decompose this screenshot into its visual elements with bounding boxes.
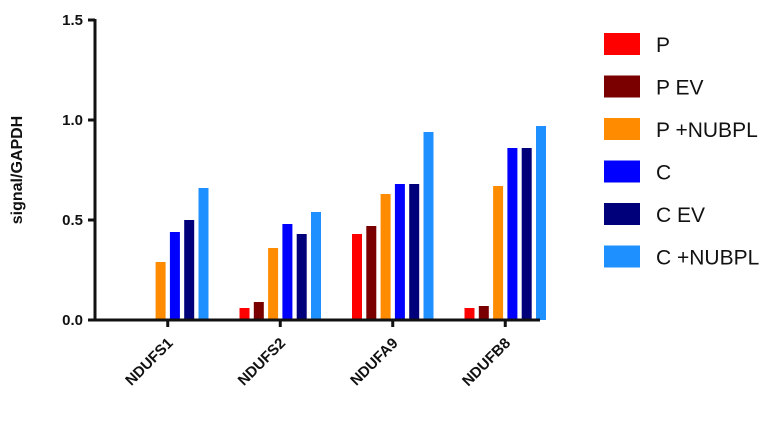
bar [521, 148, 532, 320]
bar [507, 148, 518, 320]
bar [253, 302, 264, 320]
y-tick-label: 1.5 [62, 12, 83, 29]
bar [352, 234, 362, 320]
legend-label: C EV [656, 204, 705, 227]
x-category-label: NDUFA9 [347, 335, 401, 389]
bar [296, 234, 307, 320]
bar [493, 186, 504, 320]
bar [282, 224, 293, 320]
legend-swatch [604, 203, 640, 225]
x-category-labels: NDUFS1 NDUFS2 NDUFA9 NDUFB8 [122, 320, 514, 390]
legend-swatch [604, 118, 640, 140]
legend-swatch [604, 33, 640, 55]
bar [536, 126, 546, 320]
bar [409, 184, 420, 320]
legend-swatch [604, 160, 640, 183]
bar [184, 220, 195, 320]
bar [464, 308, 475, 320]
legend-label: P EV [656, 77, 703, 100]
x-category-label: NDUFB8 [459, 335, 514, 390]
legend-swatch [604, 75, 640, 98]
y-axis-title: signal/GAPDH [9, 116, 26, 224]
bars-group [155, 126, 546, 320]
bar [423, 132, 434, 320]
y-tick-label: 0.5 [62, 212, 83, 229]
bar [198, 188, 209, 320]
bar [268, 248, 279, 320]
bar [366, 226, 377, 320]
bar [239, 308, 250, 320]
legend: P P EV P +NUBPL C C EV C +NUBPL [604, 33, 759, 270]
bar [478, 306, 489, 320]
bar [380, 194, 391, 320]
y-ticks: 0.0 0.5 1.0 1.5 [62, 12, 95, 329]
y-tick-label: 1.0 [62, 112, 83, 129]
bar [169, 232, 180, 320]
bar [311, 212, 321, 320]
bar [155, 262, 166, 320]
legend-label: C [656, 162, 671, 185]
legend-label: P +NUBPL [656, 119, 758, 142]
legend-label: C +NUBPL [656, 247, 759, 270]
legend-swatch [604, 245, 640, 268]
legend-label: P [656, 34, 670, 57]
bar [394, 184, 405, 320]
x-category-label: NDUFS1 [122, 335, 176, 389]
x-category-label: NDUFS2 [235, 335, 289, 389]
y-tick-label: 0.0 [62, 312, 83, 329]
